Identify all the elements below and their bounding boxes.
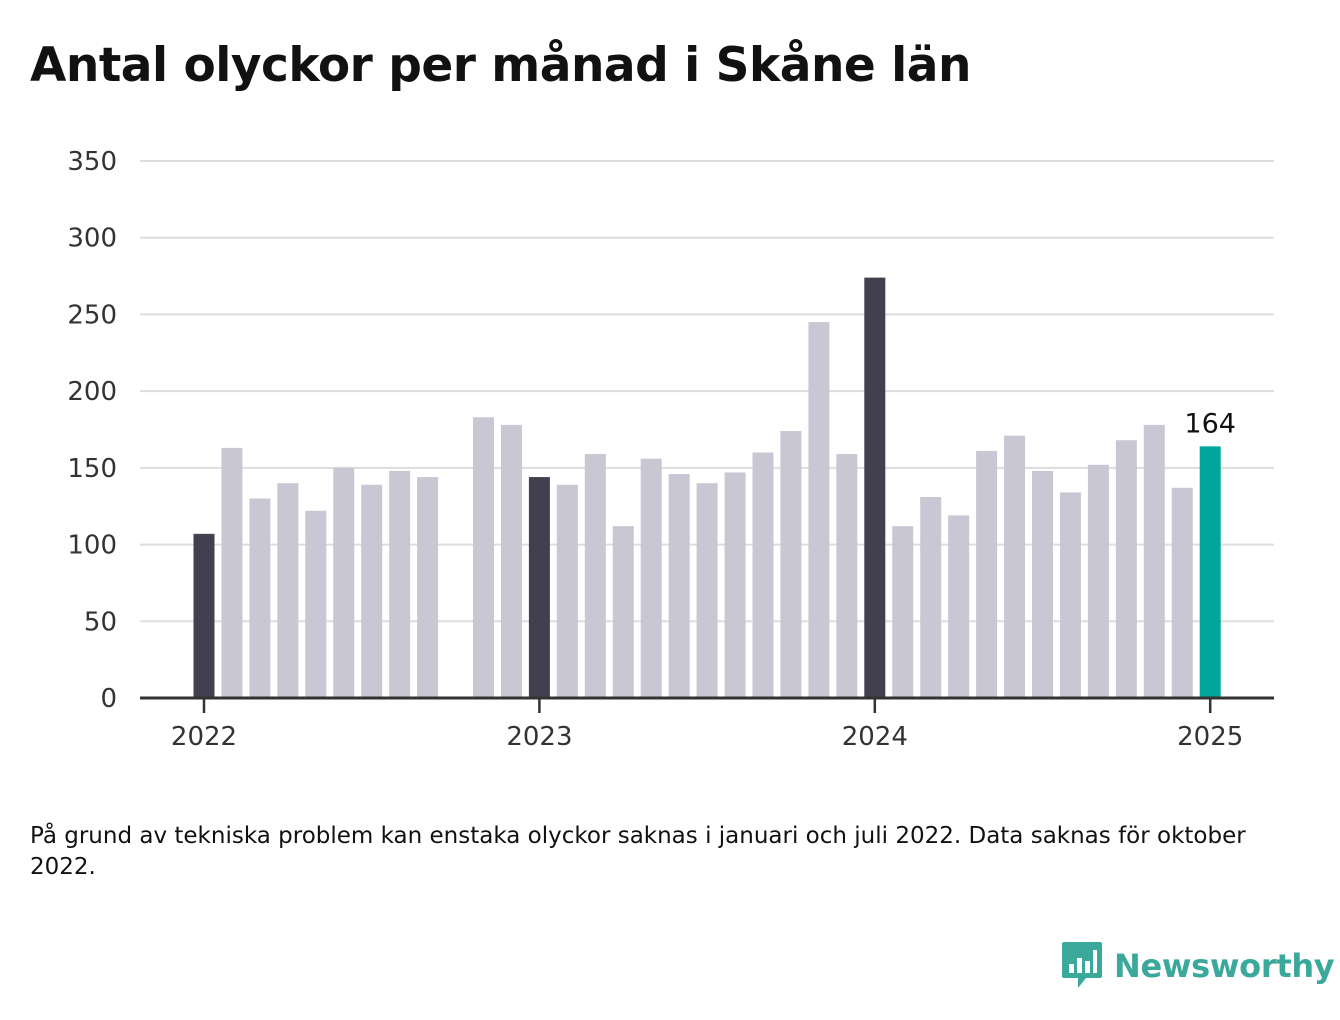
bar-2023-04 <box>612 526 634 698</box>
y-tick-label-150: 150 <box>67 454 117 484</box>
bar-2024-08 <box>1059 492 1081 698</box>
bar-2024-02 <box>892 526 914 698</box>
bar-2024-03 <box>920 497 942 698</box>
y-tick-label-0: 0 <box>100 684 117 714</box>
bar-2023-10 <box>780 431 802 698</box>
bar-2024-12 <box>1171 487 1193 698</box>
x-tick-label-2023: 2023 <box>506 722 572 752</box>
bar-2023-05 <box>640 458 662 698</box>
bar-2024-04 <box>948 515 970 698</box>
bar-2023-02 <box>556 484 578 698</box>
bar-2022-01 <box>193 533 215 698</box>
bar-2023-12 <box>836 454 858 698</box>
x-tick-label-2024: 2024 <box>842 722 908 752</box>
x-axis: 2022 2023 2024 2025 <box>140 696 1274 752</box>
data-label-latest: 164 <box>1184 408 1236 439</box>
bar-2024-11 <box>1143 424 1165 698</box>
bar-2023-06 <box>668 473 690 698</box>
y-tick-label-250: 250 <box>67 300 117 330</box>
bar-2023-08 <box>724 472 746 698</box>
bar-2024-09 <box>1087 464 1109 698</box>
y-tick-label-200: 200 <box>67 377 117 407</box>
y-tick-label-300: 300 <box>67 224 117 254</box>
y-axis-ticks: 0 50 100 150 200 250 300 350 <box>67 147 117 714</box>
bar-2023-09 <box>752 452 774 698</box>
bar-2023-11 <box>808 322 830 698</box>
bar-2022-03 <box>249 498 271 698</box>
bar-2023-03 <box>584 454 606 698</box>
x-tick-label-2025: 2025 <box>1177 722 1243 752</box>
bar-2022-08 <box>389 470 411 698</box>
bars <box>193 277 1221 698</box>
bar-2024-06 <box>1004 435 1026 698</box>
footnote: På grund av tekniska problem kan enstaka… <box>30 823 1246 880</box>
bar-2024-10 <box>1115 440 1137 698</box>
bar-2022-12 <box>500 424 522 698</box>
bar-2022-11 <box>473 417 494 698</box>
bar-2022-07 <box>361 484 383 698</box>
bar-2022-06 <box>333 467 355 698</box>
y-tick-label-100: 100 <box>67 531 117 561</box>
bar-2024-05 <box>976 450 998 698</box>
y-tick-label-350: 350 <box>67 147 117 177</box>
page-title: Antal olyckor per månad i Skåne län <box>30 38 971 93</box>
bar-2025-01 <box>1199 446 1221 698</box>
newsworthy-logo-icon <box>1062 942 1102 988</box>
bar-2023-07 <box>696 483 718 698</box>
bar-2024-01 <box>864 277 886 698</box>
x-tick-label-2022: 2022 <box>171 722 237 752</box>
bar-2024-07 <box>1032 470 1053 698</box>
bar-chart: 0 50 100 150 200 250 300 350 2022 2023 2024 2025 1… <box>67 147 1274 752</box>
bar-2022-05 <box>305 510 327 698</box>
bar-2022-02 <box>221 447 243 698</box>
bar-2022-09 <box>417 477 439 698</box>
bar-2022-04 <box>277 483 299 698</box>
y-tick-label-50: 50 <box>84 607 117 637</box>
newsworthy-logo: Newsworthy <box>1060 940 1335 992</box>
bar-2023-01 <box>528 477 550 698</box>
data-labels: 164 <box>1184 408 1236 439</box>
brand-name: Newsworthy <box>1114 947 1335 985</box>
